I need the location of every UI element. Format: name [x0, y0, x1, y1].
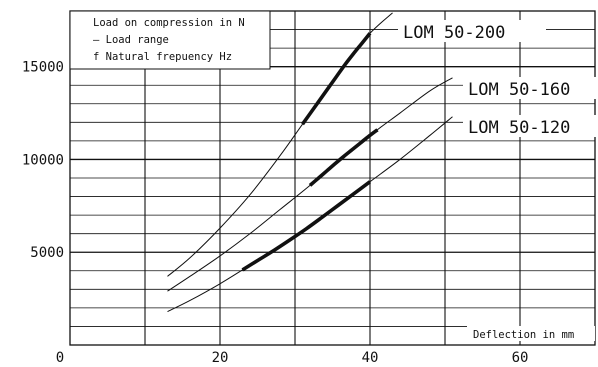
legend-box — [69, 10, 271, 70]
series-line-3 — [167, 116, 453, 313]
x-tick-label: 40 — [362, 350, 379, 366]
x-tick-label: 0 — [56, 350, 64, 366]
xlabel-box — [467, 326, 595, 341]
series-label-box-2 — [463, 77, 597, 99]
x-tick-label: 20 — [212, 350, 229, 366]
legend-line-2: — Load range — [93, 34, 169, 46]
series-label-lom-50-120: LOM 50-120 — [468, 118, 570, 138]
x-tick-label: 60 — [512, 350, 529, 366]
y-tick-label: 15000 — [22, 60, 64, 76]
legend-line-3: f Natural frepuency Hz — [93, 51, 232, 63]
legend-line-1: Load on compression in N — [93, 17, 245, 29]
load-range-segment-1 — [301, 32, 372, 126]
y-tick-label: 10000 — [22, 152, 64, 168]
x-axis-label: Deflection in mm — [473, 329, 574, 341]
series-label-lom-50-200: LOM 50-200 — [403, 23, 505, 43]
load-range-segment-3 — [241, 180, 372, 272]
plot-frame — [69, 10, 596, 346]
plot-border — [69, 10, 596, 346]
load-range-segment-2 — [308, 128, 379, 187]
tick-labels: 5000 10000 15000 0 20 40 60 — [22, 60, 529, 366]
series-label-box-3 — [463, 115, 597, 137]
legend: Load on compression in N — Load range f … — [69, 10, 271, 70]
series-label-box-1 — [398, 20, 546, 42]
series-layer — [167, 12, 453, 313]
series-label-lom-50-160: LOM 50-160 — [468, 80, 570, 100]
y-tick-label: 5000 — [30, 245, 64, 261]
